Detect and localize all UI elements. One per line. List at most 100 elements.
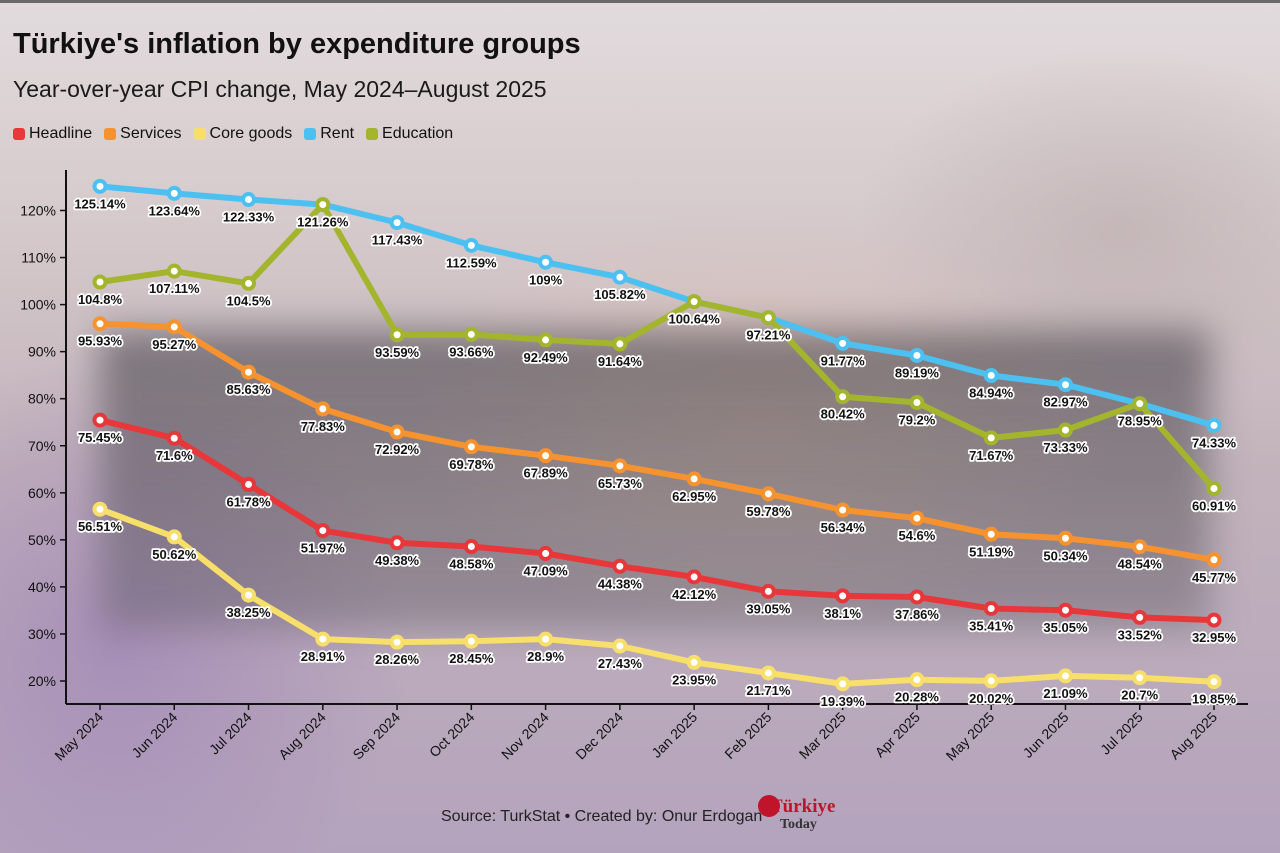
data-point-center-education [1136, 400, 1144, 408]
x-tick-label: Nov 2024 [498, 709, 552, 763]
data-label-core-goods: 28.9% [527, 649, 564, 664]
data-point-center-headline [839, 592, 847, 600]
data-point-center-headline [393, 539, 401, 547]
data-label-services: 95.93% [78, 334, 123, 349]
data-point-center-core-goods [467, 637, 475, 645]
data-label-core-goods: 21.71% [746, 683, 791, 698]
data-label-rent: 100.64% [668, 312, 720, 327]
data-label-core-goods: 20.7% [1121, 688, 1158, 703]
data-label-headline: 51.97% [301, 541, 346, 556]
data-point-center-education [319, 201, 327, 209]
legend: Headline Services Core goods Rent Educat… [13, 125, 453, 143]
data-point-center-headline [690, 573, 698, 581]
data-point-center-education [913, 398, 921, 406]
y-tick-label: 20% [28, 673, 56, 689]
data-point-center-rent [96, 182, 104, 190]
data-point-center-headline [245, 480, 253, 488]
data-label-services: 48.54% [1118, 557, 1163, 572]
y-tick-label: 110% [21, 250, 56, 266]
data-point-center-services [245, 368, 253, 376]
data-label-education: 80.42% [821, 407, 866, 422]
data-label-services: 69.78% [449, 457, 494, 472]
x-tick-label: Aug 2024 [275, 709, 329, 763]
chart-subtitle: Year-over-year CPI change, May 2024–Augu… [13, 76, 547, 102]
legend-swatch-headline [13, 128, 25, 140]
data-point-center-education [542, 336, 550, 344]
data-label-services: 72.92% [375, 442, 420, 457]
data-point-center-core-goods [245, 591, 253, 599]
x-tick-label: Feb 2025 [721, 709, 774, 762]
data-label-services: 65.73% [598, 476, 643, 491]
data-label-services: 56.34% [821, 520, 866, 535]
data-point-center-education [764, 314, 772, 322]
data-label-core-goods: 19.85% [1192, 692, 1237, 707]
series-line-headline [97, 417, 1217, 624]
data-label-core-goods: 28.45% [449, 651, 494, 666]
data-point-center-core-goods [1210, 678, 1218, 686]
data-label-education: 121.26% [297, 215, 349, 230]
data-label-rent: 112.59% [446, 255, 497, 270]
data-point-center-core-goods [542, 635, 550, 643]
data-point-center-core-goods [319, 635, 327, 643]
series-line-education [97, 201, 1217, 492]
x-tick-label: Jul 2024 [206, 709, 255, 758]
data-point-center-core-goods [616, 642, 624, 650]
data-point-center-services [170, 323, 178, 331]
data-label-core-goods: 20.28% [895, 690, 940, 705]
data-label-services: 95.27% [152, 337, 197, 352]
data-label-education: 104.5% [226, 293, 271, 308]
y-tick-label: 60% [28, 485, 56, 501]
data-label-rent: 82.97% [1043, 395, 1088, 410]
data-point-center-services [467, 443, 475, 451]
top-border [0, 0, 1280, 3]
data-label-services: 45.77% [1192, 570, 1237, 585]
data-label-services: 51.19% [969, 544, 1014, 559]
data-point-center-rent [245, 196, 253, 204]
legend-label-headline: Headline [29, 125, 93, 142]
data-label-rent: 84.94% [969, 385, 1014, 400]
data-label-headline: 37.86% [895, 607, 940, 622]
data-point-center-services [319, 405, 327, 413]
x-tick-label: Jun 2024 [128, 709, 180, 761]
data-point-center-rent [839, 339, 847, 347]
data-point-center-education [1210, 485, 1218, 493]
y-tick-label: 100% [20, 297, 56, 313]
data-label-core-goods: 19.39% [821, 694, 866, 709]
data-label-education: 60.91% [1192, 499, 1237, 514]
data-label-headline: 38.1% [824, 606, 861, 621]
x-tick-label: Sep 2024 [349, 709, 403, 763]
data-label-core-goods: 21.09% [1043, 686, 1088, 701]
data-label-rent: 121.26% [297, 215, 349, 230]
data-point-center-core-goods [170, 533, 178, 541]
data-point-center-services [764, 490, 772, 498]
data-point-center-core-goods [1136, 674, 1144, 682]
x-tick-label: May 2025 [943, 709, 998, 764]
brand-logo-sub: Today [780, 817, 817, 832]
data-label-rent: 125.14% [74, 196, 126, 211]
data-point-center-rent [913, 351, 921, 359]
data-point-center-education [96, 278, 104, 286]
data-label-rent: 74.33% [1192, 435, 1237, 450]
data-label-rent: 109% [529, 272, 563, 287]
data-point-center-core-goods [690, 658, 698, 666]
legend-item-headline: Headline [13, 125, 92, 143]
data-label-headline: 49.38% [375, 553, 420, 568]
data-point-center-services [987, 530, 995, 538]
legend-swatch-rent [304, 128, 317, 140]
data-label-rent: 123.64% [149, 203, 201, 218]
data-label-education: 91.64% [598, 354, 643, 369]
data-label-core-goods: 23.95% [672, 672, 717, 687]
brand-logo-mark [758, 795, 780, 817]
brand-logo-name: Türkiye [770, 796, 836, 817]
data-label-rent: 97.21% [746, 328, 791, 343]
data-label-services: 85.63% [226, 382, 271, 397]
data-label-headline: 71.6% [156, 448, 193, 463]
data-label-education: 78.95% [1118, 414, 1163, 429]
data-point-center-services [542, 452, 550, 460]
legend-label-education: Education [382, 125, 454, 142]
legend-item-education: Education [366, 125, 453, 143]
data-point-center-headline [467, 543, 475, 551]
data-label-education: 71.67% [969, 448, 1014, 463]
data-label-core-goods: 50.62% [152, 547, 197, 562]
